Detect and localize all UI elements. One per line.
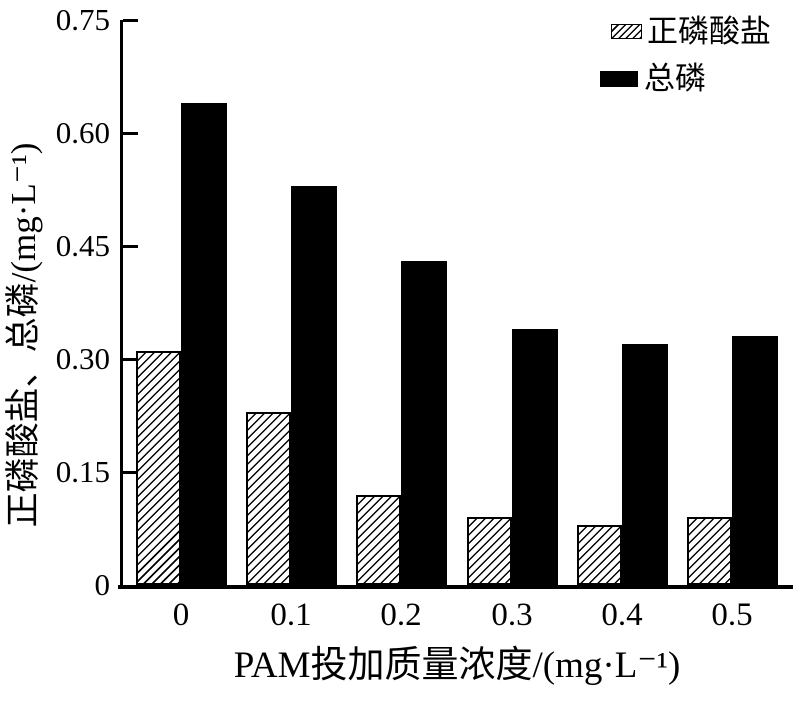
x-tick-label: 0.2 bbox=[380, 597, 422, 633]
y-tick-mark bbox=[123, 19, 138, 22]
x-tick-label: 0.5 bbox=[711, 597, 753, 633]
y-tick-label: 0.45 bbox=[55, 228, 110, 263]
hatched-swatch-icon bbox=[611, 24, 642, 39]
y-tick-label: 0 bbox=[94, 567, 111, 602]
bar-hatched-x0.3 bbox=[467, 517, 512, 585]
bar-hatched-x0.4 bbox=[577, 525, 622, 585]
y-tick-mark bbox=[123, 132, 138, 135]
y-axis-title-text: 正磷酸盐、总磷/(mg·L⁻¹) bbox=[4, 142, 43, 528]
bar-solid-x0.4 bbox=[622, 344, 668, 585]
legend: 正磷酸盐 总磷 bbox=[598, 10, 808, 97]
y-tick-mark bbox=[123, 471, 138, 474]
legend-label-orthophosphate: 正磷酸盐 bbox=[647, 14, 771, 49]
x-tick-label: 0 bbox=[172, 597, 190, 633]
bar-solid-x0.3 bbox=[512, 329, 558, 585]
bar-hatched-x0.1 bbox=[246, 412, 291, 585]
bar-solid-x0.5 bbox=[732, 336, 778, 585]
x-axis-title: PAM投加质量浓度/(mg·L⁻¹) bbox=[233, 645, 681, 686]
legend-item-orthophosphate: 正磷酸盐 bbox=[598, 13, 808, 50]
bar-hatched-x0.2 bbox=[356, 495, 401, 585]
x-tick-label: 0.1 bbox=[270, 597, 312, 633]
y-tick-mark bbox=[123, 358, 138, 361]
y-tick-label: 0.30 bbox=[55, 341, 110, 376]
y-axis-line bbox=[120, 20, 123, 589]
bar-hatched-x0.5 bbox=[687, 517, 732, 585]
bar-solid-x0.2 bbox=[401, 261, 447, 585]
x-tick-label: 0.3 bbox=[491, 597, 533, 633]
bar-hatched-x0 bbox=[136, 351, 181, 585]
y-tick-label: 0.75 bbox=[55, 2, 110, 37]
x-tick-label: 0.4 bbox=[601, 597, 643, 633]
bar-solid-x0 bbox=[181, 103, 227, 585]
legend-label-total-phosphorus: 总磷 bbox=[644, 61, 706, 96]
solid-swatch-icon bbox=[600, 70, 638, 87]
y-tick-label: 0.15 bbox=[55, 454, 110, 489]
y-tick-mark bbox=[123, 245, 138, 248]
bar-solid-x0.1 bbox=[291, 186, 337, 585]
legend-item-total-phosphorus: 总磷 bbox=[598, 60, 808, 97]
x-axis-line bbox=[118, 585, 793, 589]
y-tick-label: 0.60 bbox=[55, 115, 110, 150]
